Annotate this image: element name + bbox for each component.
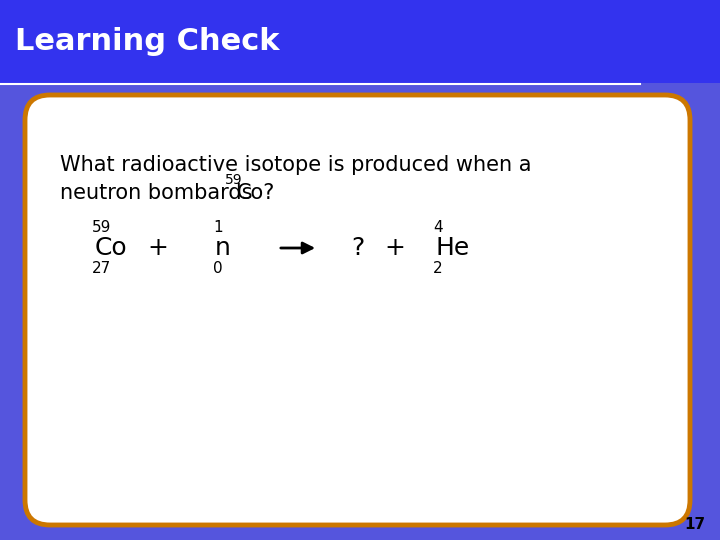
Text: Co?: Co? <box>237 183 275 203</box>
Text: ?: ? <box>351 236 364 260</box>
Text: 1: 1 <box>213 220 222 235</box>
Text: 17: 17 <box>684 517 705 532</box>
Text: neutron bombards: neutron bombards <box>60 183 259 203</box>
Text: 27: 27 <box>92 261 112 276</box>
Text: 59: 59 <box>225 173 243 187</box>
Text: He: He <box>435 236 469 260</box>
Text: 0: 0 <box>213 261 222 276</box>
Text: +: + <box>384 236 405 260</box>
FancyBboxPatch shape <box>0 0 720 83</box>
Text: Learning Check: Learning Check <box>15 27 279 56</box>
Text: Co: Co <box>95 236 127 260</box>
Text: What radioactive isotope is produced when a: What radioactive isotope is produced whe… <box>60 155 531 175</box>
Text: n: n <box>215 236 231 260</box>
Text: 4: 4 <box>433 220 443 235</box>
FancyBboxPatch shape <box>25 95 690 525</box>
Text: +: + <box>148 236 168 260</box>
Text: 59: 59 <box>92 220 112 235</box>
Text: 2: 2 <box>433 261 443 276</box>
